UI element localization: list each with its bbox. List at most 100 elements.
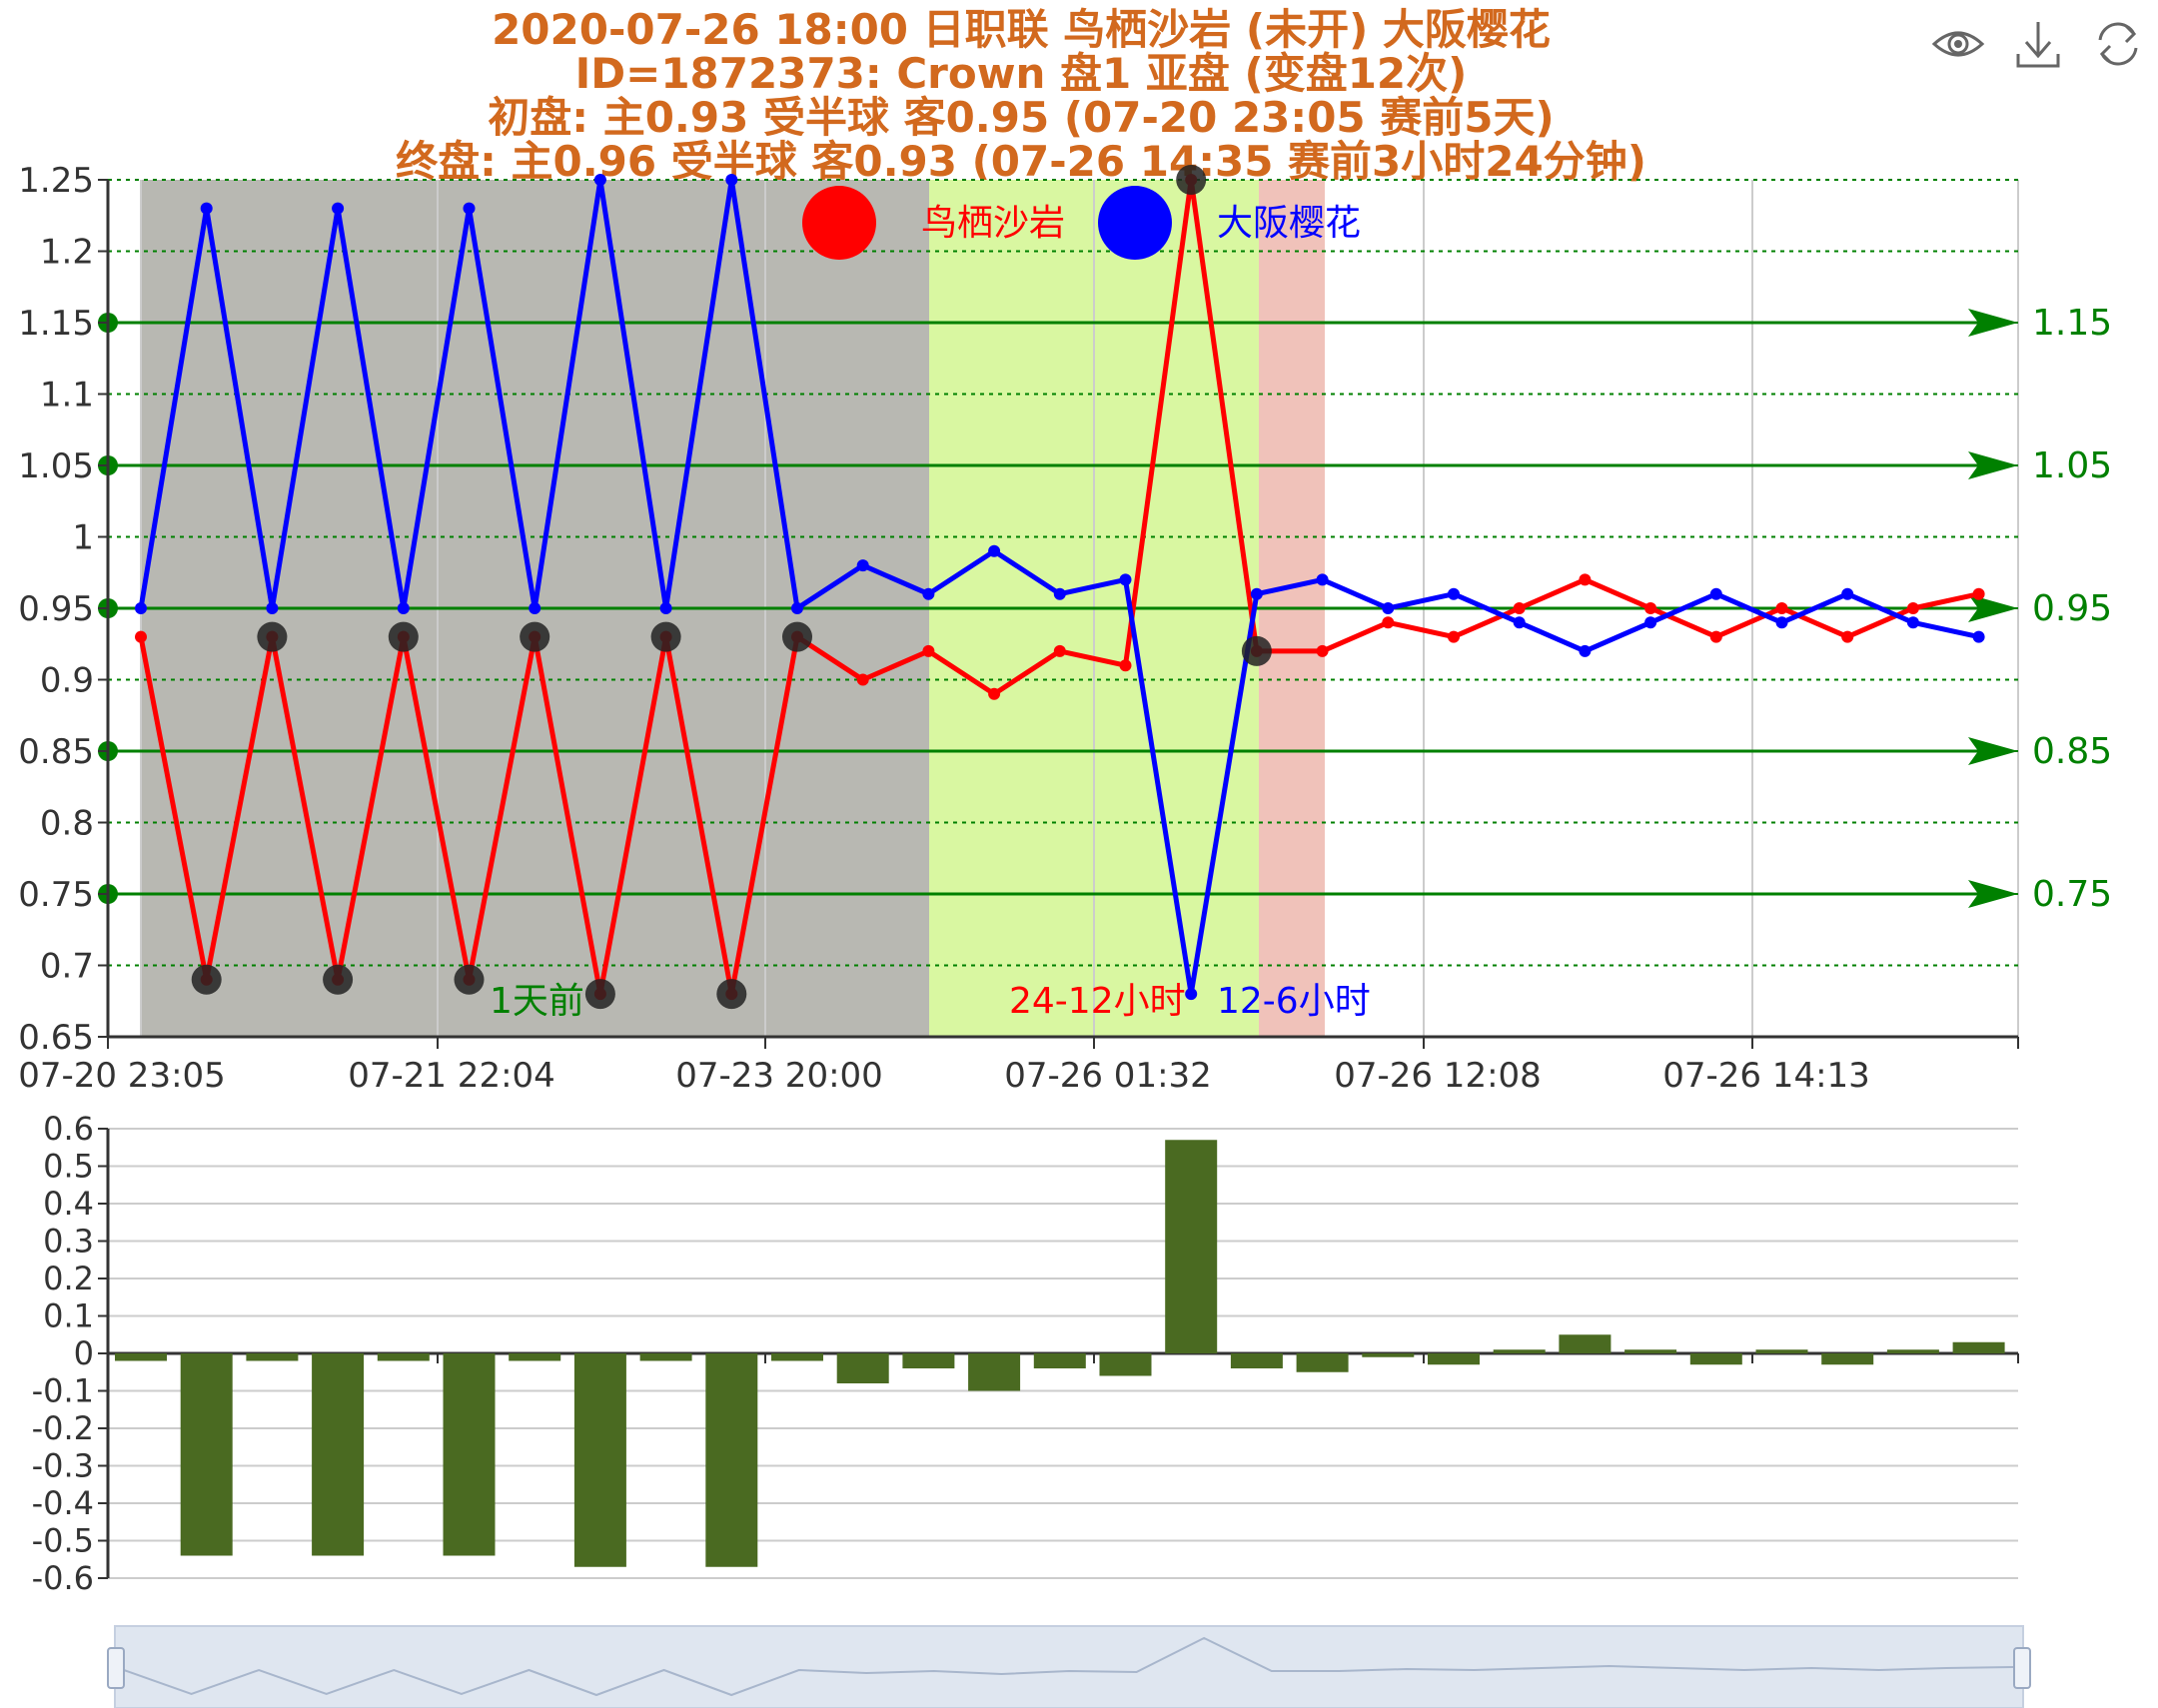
bar-y-tick-label: -0.4 [32, 1484, 94, 1522]
series-point [1972, 587, 1985, 600]
reference-label: 0.95 [2032, 588, 2112, 629]
reference-arrow [1968, 737, 2018, 765]
eye-icon[interactable] [1931, 31, 1985, 57]
series-point [332, 202, 345, 215]
highlight-point [191, 964, 222, 995]
series-point [1119, 659, 1132, 672]
change-bar [836, 1353, 889, 1383]
bar-y-tick-label: 0.1 [43, 1297, 94, 1335]
data-zoom-handle-right[interactable] [2013, 1647, 2031, 1689]
x-tick-label: 07-23 20:00 [675, 1056, 883, 1096]
series-point [1382, 602, 1395, 614]
reference-arrow [1968, 309, 2018, 337]
bar-y-tick-label: 0.5 [43, 1148, 94, 1186]
y-tick-label: 0.85 [18, 732, 94, 772]
bar-axes: 0.60.50.40.30.20.10-0.1-0.2-0.3-0.4-0.5-… [32, 1110, 2019, 1597]
change-bar [1033, 1353, 1086, 1368]
change-bar [1886, 1349, 1939, 1353]
legend-label-home[interactable]: 鸟栖沙岩 [921, 203, 1065, 244]
change-bar [968, 1353, 1021, 1391]
series-point [266, 602, 279, 614]
change-bar [771, 1353, 823, 1361]
series-point [659, 602, 672, 614]
download-icon[interactable] [2016, 22, 2060, 68]
x-tick-label: 07-26 01:32 [1004, 1056, 1212, 1096]
change-bar [573, 1353, 626, 1567]
highlight-point [454, 964, 485, 995]
reference-label: 1.15 [2032, 303, 2112, 344]
series-point [856, 673, 869, 686]
change-bar [1755, 1349, 1808, 1353]
change-bar [1099, 1353, 1152, 1376]
bar-y-tick-label: 0 [74, 1334, 94, 1372]
highlight-point [1176, 165, 1207, 195]
series-point [1841, 630, 1854, 643]
bar-y-tick-label: 0.4 [43, 1185, 94, 1223]
chart-title: 2020-07-26 18:00 日职联 鸟栖沙岩 (未开) 大阪樱花 ID=1… [396, 5, 1646, 186]
series-point [1841, 587, 1854, 600]
reference-label: 1.05 [2032, 445, 2112, 486]
x-tick-label: 07-26 12:08 [1334, 1056, 1542, 1096]
legend-dot-home[interactable] [802, 186, 876, 260]
legend[interactable]: 鸟栖沙岩 大阪樱花 [802, 186, 1361, 260]
legend-label-away[interactable]: 大阪樱花 [1217, 203, 1361, 244]
change-bar [639, 1353, 692, 1361]
series-point [1513, 616, 1526, 629]
y-tick-label: 0.8 [40, 804, 94, 844]
title-line-3: 初盘: 主0.93 受半球 客0.95 (07-20 23:05 赛前5天) [488, 93, 1554, 142]
highlight-point [257, 621, 288, 652]
series-point [200, 202, 213, 215]
series-point [922, 587, 935, 600]
highlight-point [1241, 635, 1272, 666]
y-tick-label: 1.2 [40, 233, 94, 273]
y-tick-label: 1 [72, 518, 94, 558]
highlight-point [584, 979, 615, 1010]
y-tick-label: 0.75 [18, 875, 94, 915]
highlight-point [716, 979, 747, 1010]
change-bar [1493, 1349, 1546, 1353]
series-point [1644, 616, 1657, 629]
y-tick-label: 1.1 [40, 376, 94, 416]
series-point [1250, 587, 1263, 600]
change-bar [115, 1353, 167, 1361]
y-tick-label: 1.05 [18, 446, 94, 486]
series-point [1316, 573, 1329, 586]
series-point [1119, 573, 1132, 586]
bar-y-tick-label: -0.2 [32, 1409, 94, 1447]
data-zoom-track[interactable] [114, 1625, 2024, 1708]
series-point [1775, 616, 1788, 629]
change-bar [443, 1353, 496, 1556]
series-point [1579, 644, 1592, 657]
y-tick-label: 0.9 [40, 661, 94, 701]
change-bar [509, 1353, 561, 1361]
data-zoom-handle-left[interactable] [107, 1647, 125, 1689]
change-bar [1362, 1353, 1415, 1357]
highlight-point [650, 621, 681, 652]
refresh-icon[interactable] [2098, 22, 2138, 66]
series-point [922, 644, 935, 657]
x-tick-label: 07-26 14:13 [1662, 1056, 1870, 1096]
change-bar [312, 1353, 365, 1556]
x-tick-label: 07-20 23:05 [18, 1056, 226, 1096]
legend-dot-away[interactable] [1098, 186, 1172, 260]
series-point [1316, 644, 1329, 657]
change-bar [1952, 1341, 2005, 1353]
series-point [856, 559, 869, 572]
zone-label-12-6h: 12-6小时 [1217, 981, 1371, 1022]
change-bar [1296, 1353, 1349, 1372]
y-tick-label: 0.65 [18, 1018, 94, 1058]
change-bar [1559, 1334, 1612, 1353]
series-point [1382, 616, 1395, 629]
series-point [135, 602, 147, 614]
bar-y-tick-label: -0.5 [32, 1522, 94, 1560]
data-zoom[interactable] [107, 1625, 2031, 1708]
reference-arrow [1968, 880, 2018, 908]
series-point [1185, 988, 1198, 1001]
highlight-point [323, 964, 354, 995]
data-zoom-preview [123, 1636, 2015, 1697]
series-point [1513, 602, 1526, 614]
zone-label-24-12h: 24-12小时 [1009, 981, 1186, 1022]
highlight-point [388, 621, 419, 652]
series-point [1906, 616, 1919, 629]
